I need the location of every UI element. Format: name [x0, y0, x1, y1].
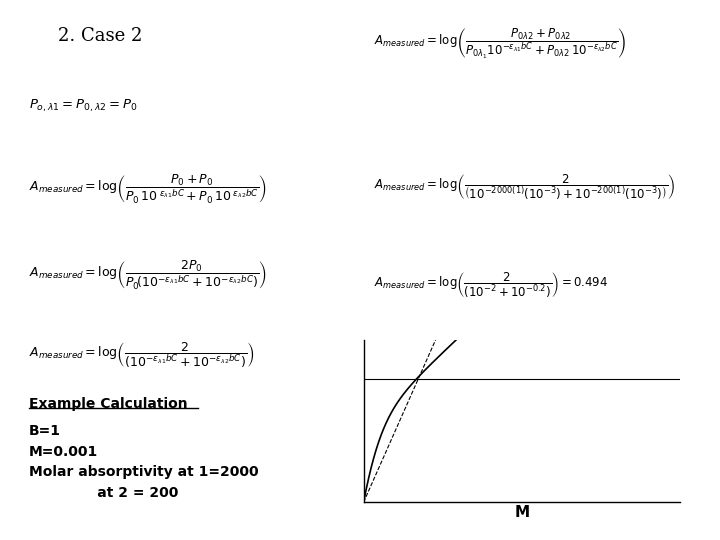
Text: $A_{measured} = \log\!\left(\dfrac{P_0 + P_0}{P_0\,10^{\;\varepsilon_{\lambda 1}: $A_{measured} = \log\!\left(\dfrac{P_0 +…: [29, 173, 267, 206]
Text: $A_{measured} = \log\!\left(\dfrac{P_{0\lambda 2} + P_{0\lambda 2}}{P_{0\lambda_: $A_{measured} = \log\!\left(\dfrac{P_{0\…: [374, 27, 626, 61]
Text: $P_{o,\lambda 1} = P_{0,\lambda 2} = P_0$: $P_{o,\lambda 1} = P_{0,\lambda 2} = P_0…: [29, 97, 137, 113]
Text: $A_{measured} = \log\!\left(\dfrac{2}{\left(10^{-2000(1)}(10^{-3}) + 10^{-200(1): $A_{measured} = \log\!\left(\dfrac{2}{\l…: [374, 173, 676, 202]
Text: $A_{measured} = \log\!\left(\dfrac{2}{\left(10^{-\varepsilon_{\lambda 1}bC} + 10: $A_{measured} = \log\!\left(\dfrac{2}{\l…: [29, 340, 255, 370]
Text: $A_{measured} = \log\!\left(\dfrac{2P_0}{P_0\!\left(10^{-\varepsilon_{\lambda 1}: $A_{measured} = \log\!\left(\dfrac{2P_0}…: [29, 259, 267, 292]
Text: 2. Case 2: 2. Case 2: [58, 27, 142, 45]
Text: $A_{measured} = \log\!\left(\dfrac{2}{\left(10^{-2} + 10^{-0.2}\right)}\right) =: $A_{measured} = \log\!\left(\dfrac{2}{\l…: [374, 270, 608, 299]
Text: B=1
M=0.001
Molar absorptivity at 1=2000
              at 2 = 200: B=1 M=0.001 Molar absorptivity at 1=2000…: [29, 424, 258, 500]
X-axis label: M: M: [514, 505, 530, 520]
Text: Example Calculation: Example Calculation: [29, 397, 187, 411]
